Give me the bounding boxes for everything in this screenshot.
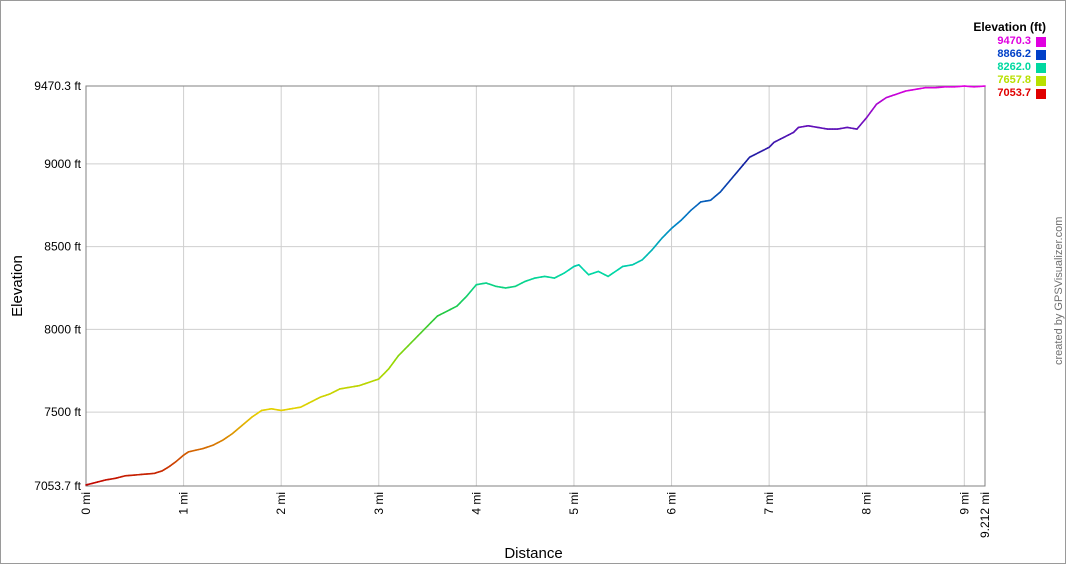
- plot-area-border: [85, 85, 986, 487]
- legend-entry: 8262.0: [906, 61, 1046, 74]
- y-tick-label: 7500 ft: [44, 405, 81, 419]
- legend-swatch: [1036, 88, 1046, 99]
- legend-entry: 7657.8: [906, 74, 1046, 87]
- x-tick-label: 1 mi: [177, 492, 191, 515]
- x-tick-label: 4 mi: [469, 492, 483, 515]
- y-tick-label: 9000 ft: [44, 157, 81, 171]
- elevation-series: [85, 85, 986, 486]
- x-tick-label: 9 mi: [957, 492, 971, 515]
- legend-label: 8866.2: [997, 48, 1031, 60]
- y-axis-title: Elevation: [9, 255, 26, 317]
- legend-label: 8262.0: [997, 61, 1031, 73]
- legend-swatch: [1036, 36, 1046, 47]
- x-tick-label: 0 mi: [79, 492, 93, 515]
- x-tick-label: 9.212 mi: [978, 492, 992, 538]
- x-tick-label: 6 mi: [665, 492, 679, 515]
- axis-labels: 0 mi 1 mi 2 mi 3 mi 4 mi 5 mi 6 mi 7 mi 8 mi 9 mi…: [34, 79, 992, 538]
- legend-entry: 9470.3: [906, 35, 1046, 48]
- legend-label: 7657.8: [997, 74, 1031, 86]
- legend-entry: 7053.7: [906, 87, 1046, 100]
- legend-entry: 8866.2: [906, 48, 1046, 61]
- x-tick-label: 5 mi: [567, 492, 581, 515]
- x-tick-label: 8 mi: [860, 492, 874, 515]
- y-tick-label: 8500 ft: [44, 240, 81, 254]
- y-tick-label: 9470.3 ft: [34, 79, 81, 93]
- x-tick-label: 2 mi: [274, 492, 288, 515]
- x-tick-label: 7 mi: [762, 492, 776, 515]
- legend: Elevation (ft) 9470.3 8866.2 8262.0 7657…: [906, 20, 1046, 100]
- legend-swatch: [1036, 49, 1046, 60]
- y-tick-label: 7053.7 ft: [34, 479, 81, 493]
- y-tick-label: 8000 ft: [44, 322, 81, 336]
- grid-lines: [86, 86, 985, 486]
- x-axis-title: Distance: [504, 545, 562, 562]
- legend-title: Elevation (ft): [973, 20, 1046, 34]
- legend-swatch: [1036, 75, 1046, 86]
- credit-text: created by GPSVisualizer.com: [1053, 216, 1065, 365]
- legend-label: 9470.3: [997, 35, 1031, 47]
- legend-label: 7053.7: [997, 87, 1031, 99]
- legend-swatch: [1036, 62, 1046, 73]
- x-tick-label: 3 mi: [372, 492, 386, 515]
